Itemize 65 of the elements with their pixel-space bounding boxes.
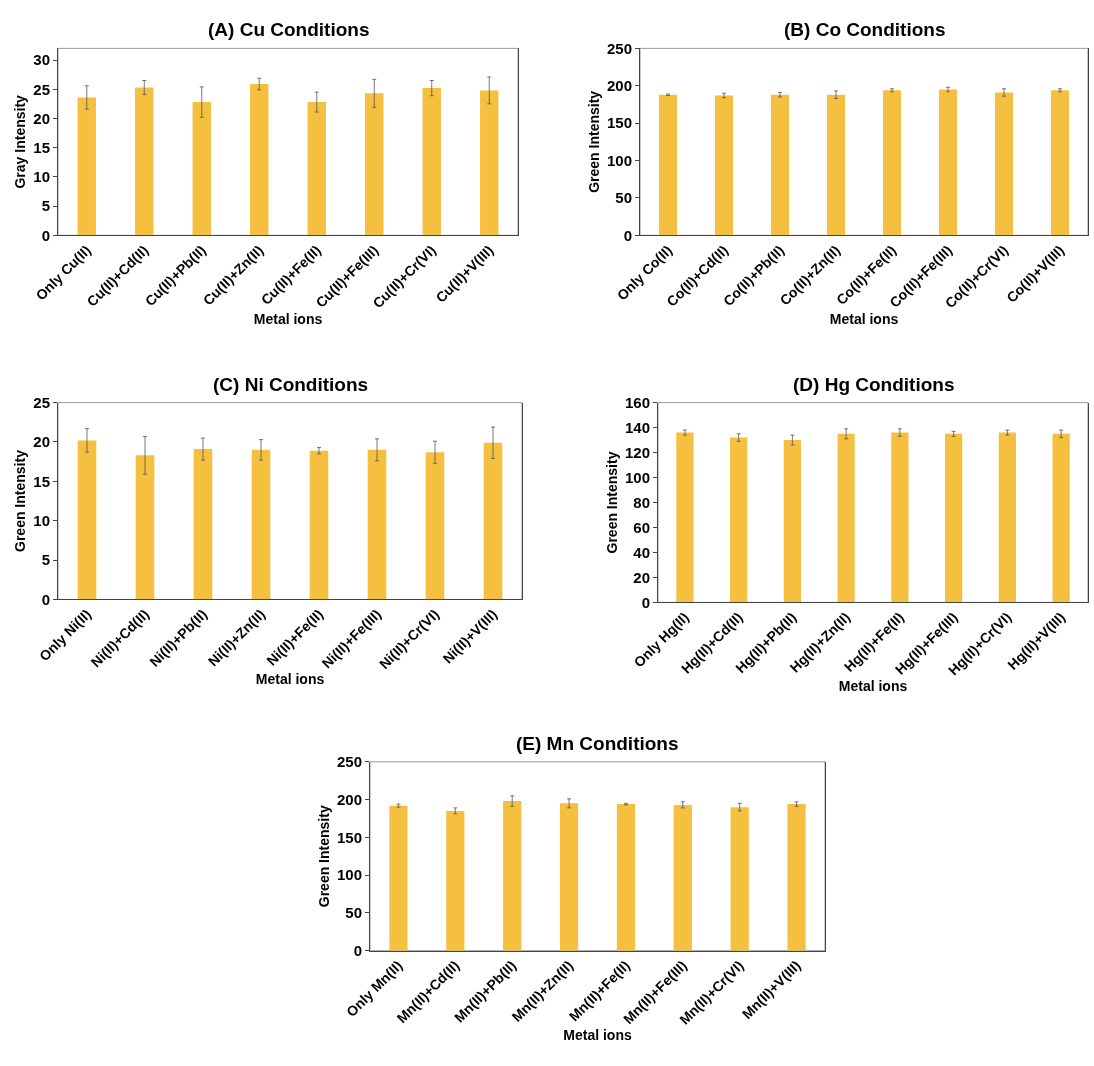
chart-title: (C) Ni Conditions [213, 374, 369, 395]
bar [135, 455, 155, 600]
x-axis-title: Metal ions [253, 310, 323, 327]
y-tick-label: 250 [606, 39, 632, 57]
y-tick-label: 120 [624, 443, 650, 461]
bar [193, 449, 213, 600]
y-axis-title: Green Intensity [315, 805, 332, 908]
bar [422, 88, 441, 236]
bar [251, 449, 271, 600]
bar [135, 87, 154, 236]
x-axis-title: Metal ions [838, 677, 908, 694]
bar [250, 84, 269, 236]
x-axis-title: Metal ions [563, 1027, 632, 1044]
y-tick-label: 10 [33, 168, 50, 186]
y-tick-label: 250 [336, 753, 362, 771]
y-tick-label: 0 [41, 226, 50, 244]
y-tick-label: 80 [633, 493, 650, 511]
y-tick-label: 0 [353, 941, 362, 959]
bar [425, 452, 445, 600]
y-axis-title: Green Intensity [603, 451, 620, 554]
y-axis-title: Green Intensity [11, 449, 28, 552]
y-tick-label: 60 [633, 518, 650, 536]
y-tick-label: 25 [33, 393, 50, 411]
y-tick-label: 200 [336, 790, 362, 808]
y-tick-label: 0 [41, 590, 50, 608]
bar [309, 450, 329, 600]
bar [365, 93, 384, 236]
y-tick-label: 100 [624, 468, 650, 486]
y-tick-label: 5 [41, 551, 50, 569]
bar [480, 90, 499, 236]
bar [367, 449, 387, 600]
bar [77, 97, 96, 236]
chart-title: (A) Cu Conditions [208, 19, 370, 40]
y-tick-label: 15 [33, 472, 50, 490]
y-tick-label: 20 [33, 433, 50, 451]
y-tick-label: 50 [615, 189, 632, 207]
y-tick-label: 150 [336, 828, 362, 846]
y-tick-label: 15 [33, 138, 50, 156]
y-tick-label: 140 [624, 418, 650, 436]
y-tick-label: 50 [345, 904, 362, 922]
y-axis-title: Gray Intensity [11, 94, 28, 189]
x-axis-title: Metal ions [255, 671, 325, 688]
bar [307, 102, 326, 236]
y-tick-label: 20 [33, 109, 50, 127]
y-tick-label: 200 [606, 77, 632, 94]
y-tick-label: 0 [623, 226, 632, 244]
chart-title: (E) Mn Conditions [516, 733, 679, 754]
chart-title: (D) Hg Conditions [793, 374, 955, 395]
bar [192, 102, 211, 236]
bar [77, 440, 97, 600]
y-tick-label: 100 [606, 151, 632, 169]
y-tick-label: 30 [33, 51, 50, 69]
y-tick-label: 5 [41, 197, 50, 215]
bar [483, 442, 503, 600]
chart-title: (B) Co Conditions [784, 19, 946, 40]
x-axis-title: Metal ions [829, 310, 899, 327]
y-tick-label: 150 [606, 114, 632, 132]
y-tick-label: 0 [641, 593, 650, 611]
y-tick-label: 100 [336, 866, 362, 884]
y-tick-label: 10 [33, 511, 50, 529]
y-tick-label: 20 [633, 568, 650, 586]
y-tick-label: 40 [633, 543, 650, 561]
y-axis-title: Green Intensity [585, 90, 602, 193]
y-tick-label: 160 [624, 393, 650, 411]
y-tick-label: 25 [33, 80, 50, 98]
